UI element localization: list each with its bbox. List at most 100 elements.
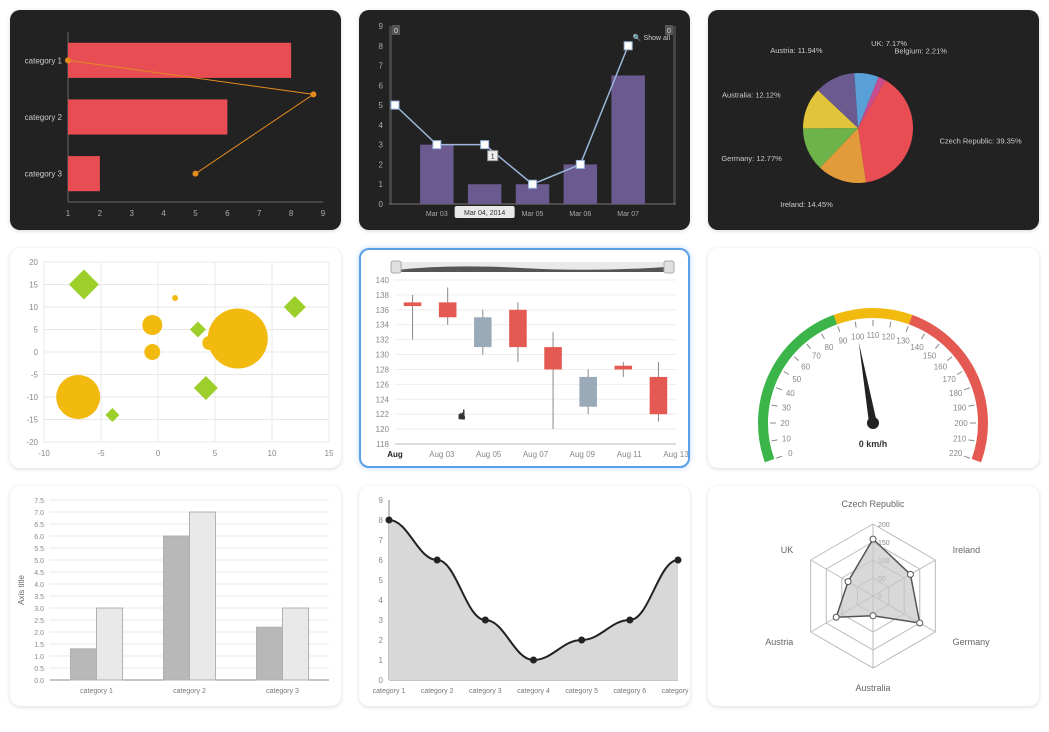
radar-chart: 501001502000Czech RepublicIrelandGermany… xyxy=(708,486,1039,706)
card-candle[interactable]: 118120122124126128130132134136138140AugA… xyxy=(359,248,690,468)
svg-text:category 5: category 5 xyxy=(565,688,598,695)
svg-text:126: 126 xyxy=(376,380,390,389)
svg-text:Aug 11: Aug 11 xyxy=(617,450,642,459)
svg-text:8: 8 xyxy=(289,209,294,218)
svg-text:7.5: 7.5 xyxy=(34,498,44,505)
svg-text:4.0: 4.0 xyxy=(34,582,44,589)
svg-text:140: 140 xyxy=(376,276,390,285)
svg-text:0: 0 xyxy=(788,449,793,458)
svg-text:1.5: 1.5 xyxy=(34,642,44,649)
svg-text:120: 120 xyxy=(376,425,390,434)
svg-text:2.0: 2.0 xyxy=(34,630,44,637)
svg-text:category 1: category 1 xyxy=(25,56,63,65)
svg-text:-20: -20 xyxy=(26,438,38,447)
svg-text:9: 9 xyxy=(379,22,384,31)
svg-text:-15: -15 xyxy=(26,416,38,425)
area-chart: 0123456789category 1category 2category 3… xyxy=(359,486,690,706)
svg-text:100: 100 xyxy=(851,332,865,341)
gauge-chart: 0102030405060708090100110120130140150160… xyxy=(708,248,1039,468)
svg-text:Belgium: 2.21%: Belgium: 2.21% xyxy=(894,46,947,55)
svg-text:Mar 03: Mar 03 xyxy=(426,211,448,218)
svg-text:10: 10 xyxy=(782,434,791,443)
svg-text:Mar 07: Mar 07 xyxy=(617,211,639,218)
svg-text:category 1: category 1 xyxy=(373,688,406,695)
svg-text:2: 2 xyxy=(379,160,384,169)
card-combo[interactable]: 012345678900🔍 Show allMar 03Mar 04Mar 05… xyxy=(359,10,690,230)
svg-text:category 3: category 3 xyxy=(25,170,63,179)
bubble-chart: -10-5051015-20-15-10-505101520 xyxy=(10,248,341,468)
card-pie[interactable]: Czech Republic: 39.35% Ireland: 14.45% Ger… xyxy=(708,10,1039,230)
card-hbar[interactable]: 123456789category 1category 2category 3 xyxy=(10,10,341,230)
svg-text:0.5: 0.5 xyxy=(34,666,44,673)
svg-text:0: 0 xyxy=(394,28,398,35)
svg-text:134: 134 xyxy=(376,321,390,330)
svg-text:4: 4 xyxy=(161,209,166,218)
svg-text:UK: UK xyxy=(781,545,794,555)
svg-text:2: 2 xyxy=(379,636,384,645)
svg-text:1: 1 xyxy=(66,209,71,218)
svg-text:3: 3 xyxy=(130,209,135,218)
chart-gallery: 123456789category 1category 2category 3 … xyxy=(10,10,1039,706)
svg-text:7: 7 xyxy=(379,536,384,545)
svg-text:4: 4 xyxy=(379,596,384,605)
svg-text:Mar 05: Mar 05 xyxy=(522,211,544,218)
svg-text:0: 0 xyxy=(34,348,39,357)
card-radar[interactable]: 501001502000Czech RepublicIrelandGermany… xyxy=(708,486,1039,706)
svg-text:Australia: Australia xyxy=(855,683,890,693)
svg-text:0: 0 xyxy=(156,449,161,458)
svg-text:Germany: 12.77%: Germany: 12.77% xyxy=(721,154,782,163)
card-gauge[interactable]: 0102030405060708090100110120130140150160… xyxy=(708,248,1039,468)
svg-text:6.0: 6.0 xyxy=(34,534,44,541)
svg-text:Austria: Austria xyxy=(765,637,793,647)
card-area[interactable]: 0123456789category 1category 2category 3… xyxy=(359,486,690,706)
svg-text:2.5: 2.5 xyxy=(34,618,44,625)
svg-text:6.5: 6.5 xyxy=(34,522,44,529)
svg-text:5.5: 5.5 xyxy=(34,546,44,553)
svg-text:130: 130 xyxy=(896,336,910,345)
svg-text:15: 15 xyxy=(29,281,38,290)
svg-text:90: 90 xyxy=(838,336,847,345)
svg-text:1: 1 xyxy=(379,656,384,665)
svg-text:Aug 13: Aug 13 xyxy=(663,450,688,459)
svg-text:9: 9 xyxy=(379,496,384,505)
card-bubble[interactable]: -10-5051015-20-15-10-505101520 xyxy=(10,248,341,468)
svg-text:Czech Republic: 39.35%: Czech Republic: 39.35% xyxy=(940,137,1022,146)
svg-text:70: 70 xyxy=(812,352,821,361)
candle-chart: 118120122124126128130132134136138140AugA… xyxy=(361,250,688,466)
svg-text:category 7: category 7 xyxy=(662,688,690,695)
svg-text:Aug 05: Aug 05 xyxy=(476,450,502,459)
svg-text:60: 60 xyxy=(801,362,810,371)
svg-text:180: 180 xyxy=(949,389,963,398)
svg-text:8: 8 xyxy=(379,42,384,51)
svg-text:Ireland: 14.45%: Ireland: 14.45% xyxy=(780,200,833,209)
pie-chart: Czech Republic: 39.35% Ireland: 14.45% Ger… xyxy=(708,10,1039,230)
svg-text:Aug 03: Aug 03 xyxy=(429,450,455,459)
svg-text:200: 200 xyxy=(878,522,890,529)
svg-text:category 2: category 2 xyxy=(173,688,206,695)
svg-text:6: 6 xyxy=(225,209,230,218)
svg-text:2: 2 xyxy=(98,209,103,218)
svg-text:20: 20 xyxy=(29,258,38,267)
svg-text:7: 7 xyxy=(379,62,384,71)
svg-text:5.0: 5.0 xyxy=(34,558,44,565)
card-grouped-bar[interactable]: 0.00.51.01.52.02.53.03.54.04.55.05.56.06… xyxy=(10,486,341,706)
svg-text:-5: -5 xyxy=(31,371,39,380)
svg-text:category 2: category 2 xyxy=(25,113,63,122)
svg-text:3: 3 xyxy=(379,616,384,625)
svg-text:category 4: category 4 xyxy=(517,688,550,695)
svg-text:5: 5 xyxy=(193,209,198,218)
svg-text:1.0: 1.0 xyxy=(34,654,44,661)
svg-text:-5: -5 xyxy=(97,449,105,458)
svg-text:5: 5 xyxy=(213,449,218,458)
hbar-chart: 123456789category 1category 2category 3 xyxy=(10,10,341,230)
svg-text:Aug 07: Aug 07 xyxy=(523,450,549,459)
svg-text:Austria: 11.94%: Austria: 11.94% xyxy=(770,46,823,55)
svg-text:50: 50 xyxy=(792,375,801,384)
svg-text:category 6: category 6 xyxy=(613,688,646,695)
svg-text:1: 1 xyxy=(491,154,495,161)
svg-text:7: 7 xyxy=(257,209,262,218)
svg-text:5: 5 xyxy=(379,101,384,110)
svg-text:0: 0 xyxy=(379,200,384,209)
svg-text:3.0: 3.0 xyxy=(34,606,44,613)
svg-text:0.0: 0.0 xyxy=(34,678,44,685)
